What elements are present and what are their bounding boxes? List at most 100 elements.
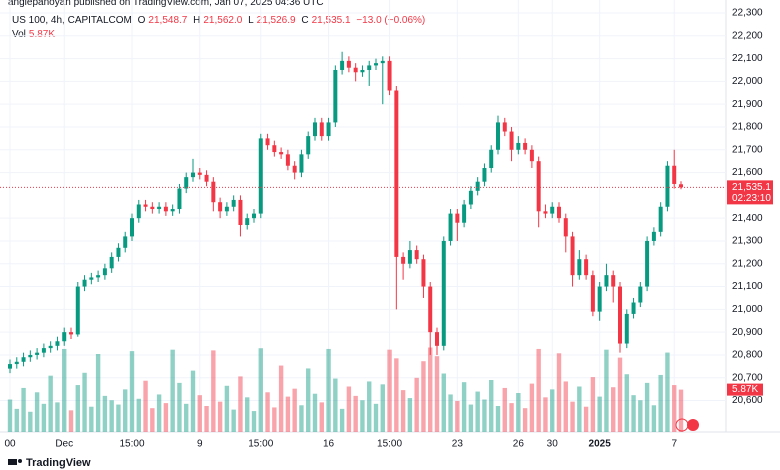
- candle-body: [136, 204, 141, 219]
- volume-bar: [278, 365, 284, 432]
- volume-bar: [258, 348, 263, 432]
- volume-bar: [617, 357, 623, 432]
- candle-body: [197, 172, 202, 175]
- candle-body: [475, 181, 480, 191]
- candle-body: [333, 69, 338, 123]
- volume-bar: [55, 402, 60, 432]
- y-tick-label: 21,000: [732, 304, 763, 315]
- volume-bar: [489, 380, 494, 432]
- candle-body: [109, 256, 114, 269]
- volume-bar: [299, 405, 304, 432]
- volume-bar: [651, 405, 657, 432]
- volume-bar: [102, 395, 108, 432]
- volume-bar: [461, 382, 467, 432]
- symbol: US 100, 4h, CAPITALCOM: [12, 15, 132, 26]
- candle-body: [163, 206, 168, 212]
- candle-body: [380, 60, 385, 64]
- x-tick-label: 2025: [589, 439, 612, 450]
- x-tick-label: 15:00: [248, 439, 273, 450]
- volume-bar: [82, 372, 87, 432]
- y-tick-label: 21,700: [732, 144, 763, 155]
- candle-body: [509, 131, 514, 150]
- candle-body: [319, 122, 324, 137]
- candle-body: [462, 204, 467, 223]
- published-note: anglepanoyan published on TradingView.co…: [8, 0, 324, 8]
- logo-mark: [18, 459, 22, 463]
- candle-body: [407, 250, 412, 264]
- candle-body: [272, 145, 277, 153]
- volume-bar: [238, 376, 243, 432]
- ohlc-label: L: [248, 15, 254, 26]
- volume-bar: [611, 387, 616, 432]
- volume-bar: [394, 358, 399, 432]
- volume-bar: [380, 384, 385, 432]
- volume-bar: [556, 353, 562, 432]
- candle-body: [8, 364, 12, 369]
- volume-bar: [543, 397, 548, 432]
- vol-value: 5.87K: [28, 29, 56, 40]
- volume-bar: [428, 347, 433, 432]
- candle-body: [35, 352, 40, 355]
- candle-body: [177, 188, 182, 210]
- x-tick-label: 00: [4, 439, 16, 450]
- candle-body: [618, 286, 622, 344]
- volume-bar: [272, 407, 277, 432]
- candle-body: [374, 63, 378, 66]
- volume-bar: [41, 403, 47, 432]
- ohlc-label: H: [193, 15, 201, 26]
- volume-bar: [434, 356, 440, 432]
- volume-bar: [624, 374, 629, 432]
- x-tick-label: 26: [513, 439, 525, 450]
- y-tick-label: 22,200: [732, 30, 763, 41]
- volume-bar: [346, 386, 352, 432]
- volume-bar: [373, 403, 379, 432]
- candle-body: [536, 161, 541, 212]
- y-tick-label: 22,000: [732, 76, 763, 87]
- ohlc-value: 21,548.7: [148, 15, 188, 26]
- volume-bar: [211, 350, 216, 432]
- change: −13.0 (−0.06%): [356, 15, 426, 26]
- candle-body: [285, 154, 290, 166]
- y-tick-label: 21,400: [732, 213, 763, 224]
- volume-bar: [265, 392, 270, 432]
- volume-bar: [68, 410, 74, 432]
- candle-body: [672, 165, 677, 184]
- candle-body: [577, 259, 582, 276]
- volume-bar: [204, 406, 209, 432]
- volume-bar: [597, 396, 602, 432]
- y-tick-label: 21,600: [732, 167, 763, 178]
- ohlc-label: C: [301, 15, 309, 26]
- candle-body: [306, 136, 311, 155]
- volume-bar: [529, 383, 535, 432]
- candle-body: [224, 206, 229, 212]
- candle-body: [550, 206, 555, 214]
- volume-bar: [482, 399, 487, 432]
- volume-bar: [550, 389, 555, 432]
- candle-body: [258, 138, 263, 214]
- volume-bar: [116, 404, 121, 432]
- candle-body: [245, 218, 250, 226]
- candle-body: [150, 206, 155, 210]
- y-tick-label: 21,900: [732, 99, 763, 110]
- candle-body: [143, 204, 148, 207]
- candle-body: [184, 177, 189, 189]
- candle-body: [123, 236, 128, 248]
- volume-bar: [455, 400, 460, 432]
- y-tick-label: 20,800: [732, 350, 763, 361]
- volume-bar: [14, 408, 19, 432]
- candle-body: [516, 142, 521, 150]
- volume-bar: [367, 381, 372, 432]
- volume-bar: [577, 386, 582, 432]
- volume-bar: [123, 389, 128, 432]
- candle-body: [638, 286, 643, 303]
- candle-body: [14, 361, 19, 365]
- candle-body: [96, 275, 101, 278]
- candle-body: [82, 279, 87, 287]
- candle-body: [441, 240, 446, 346]
- candle-body: [584, 259, 589, 276]
- volume-bar: [421, 361, 426, 432]
- candle-body: [557, 206, 561, 219]
- volume-bar: [7, 399, 13, 432]
